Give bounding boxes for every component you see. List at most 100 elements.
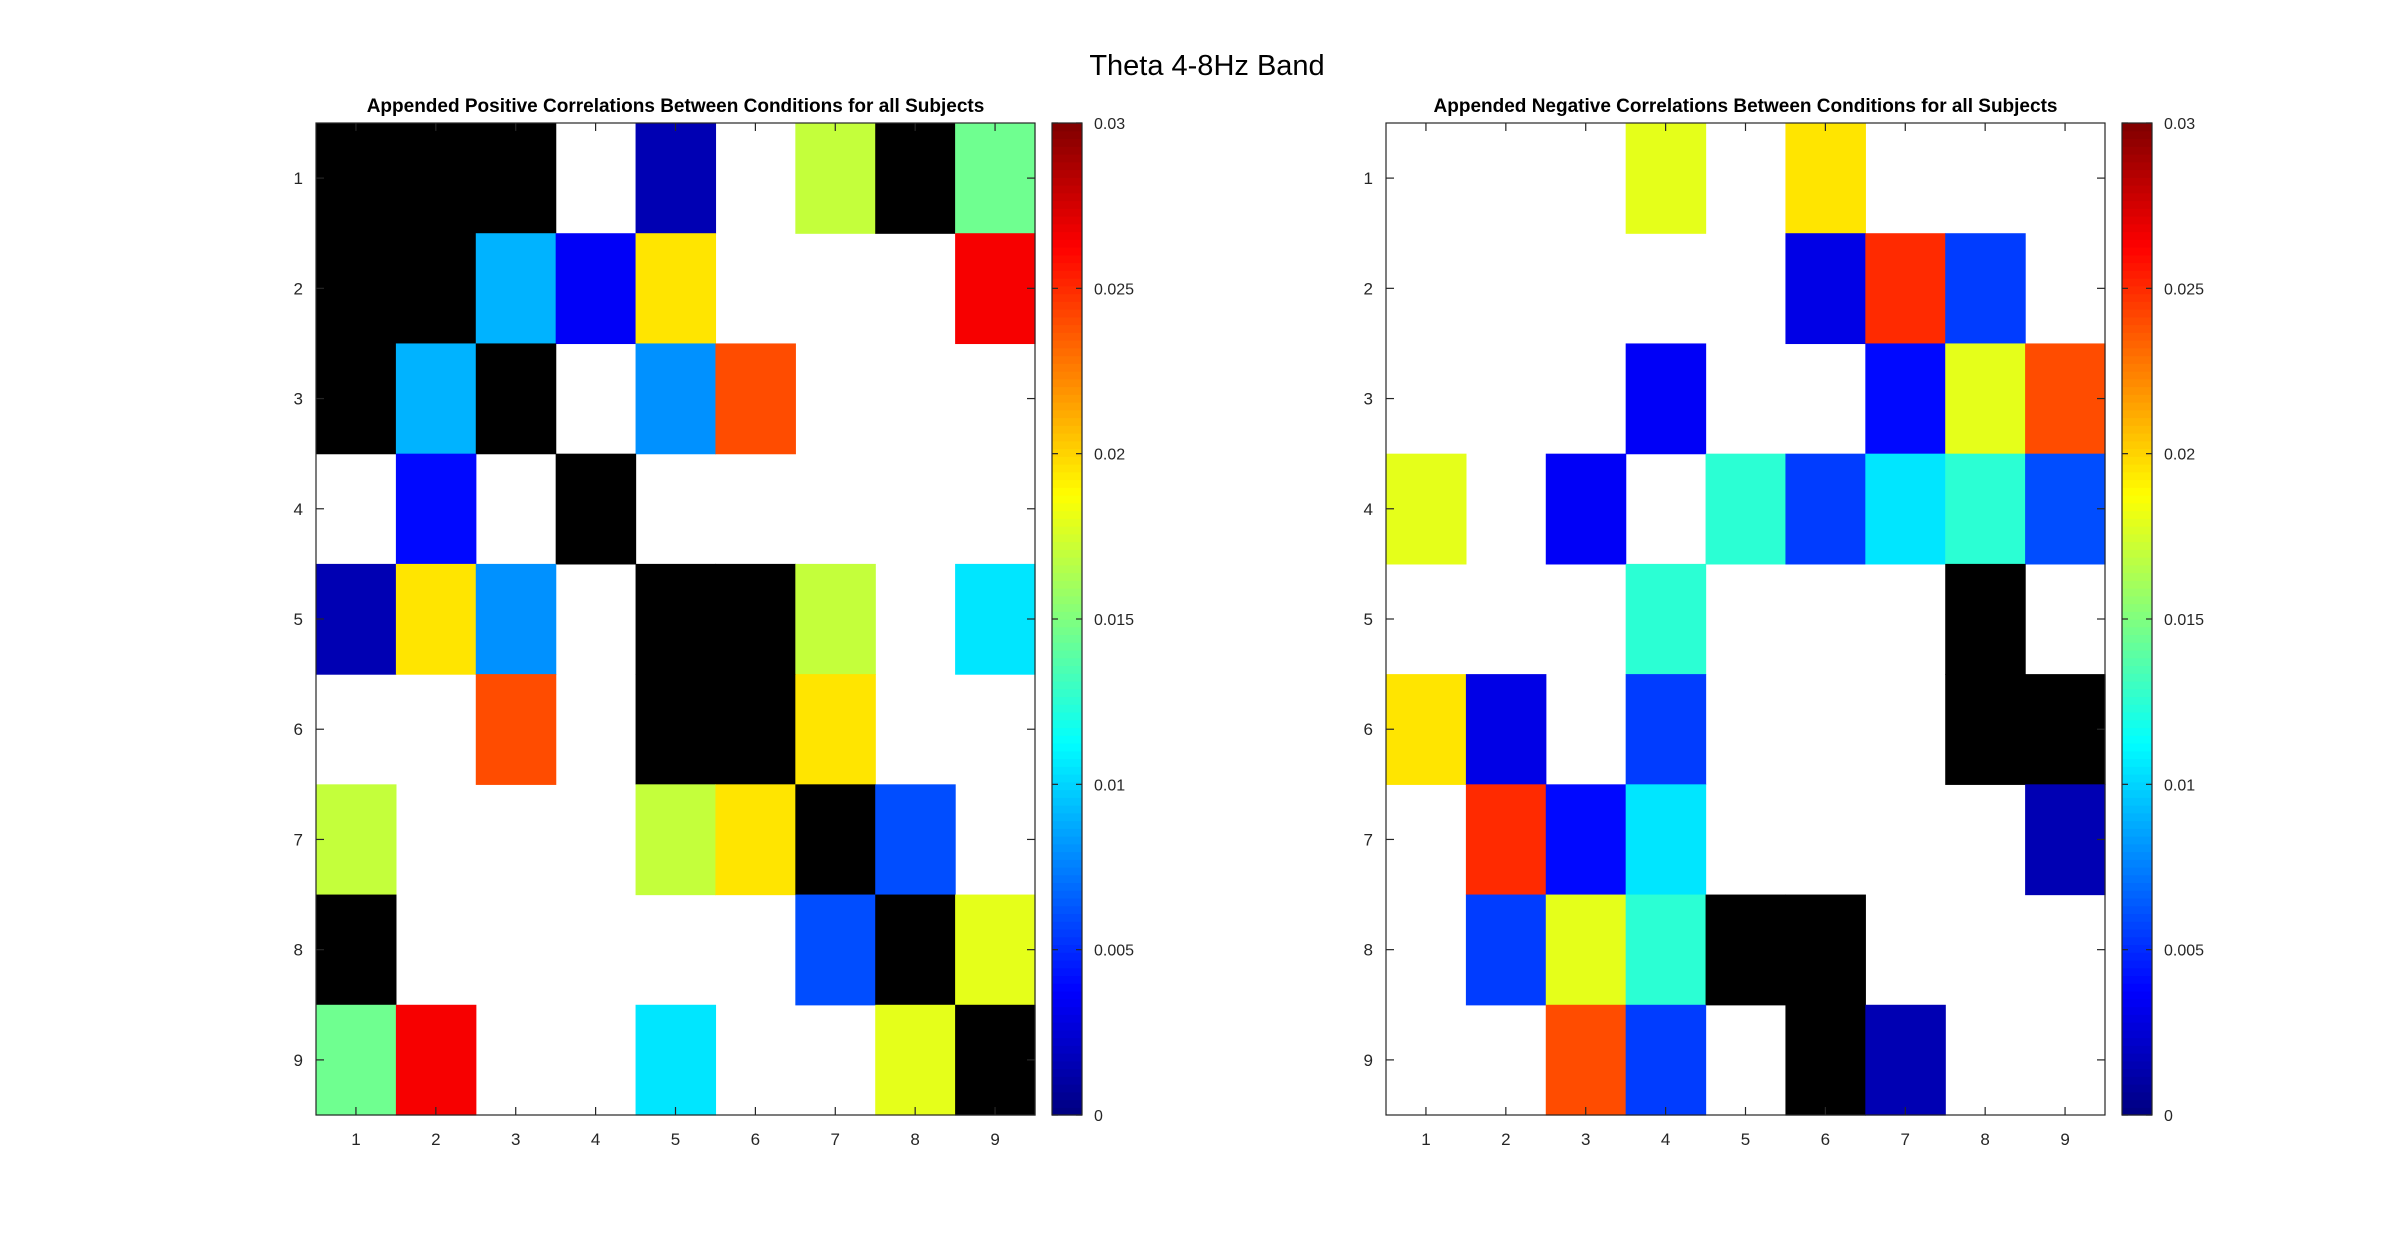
colorbar-strip bbox=[1052, 1107, 1082, 1116]
colorbar-strip bbox=[2122, 324, 2152, 333]
heatmap-cell-r2-c2 bbox=[395, 233, 477, 345]
heatmap-cell-r7-c2 bbox=[1465, 784, 1547, 896]
heatmap-panel-1: 1 2 3 4 5 6 7 8 9 1 2 3 4 5 6 7 8 9 Appended Positive Corr… bbox=[294, 96, 1135, 1149]
colorbar-strip bbox=[1052, 1084, 1082, 1093]
colorbar-strip bbox=[2122, 316, 2152, 326]
heatmap-cell-r3-c1 bbox=[316, 343, 397, 455]
colorbar-strip bbox=[1052, 340, 1082, 349]
colorbar-strip bbox=[2122, 851, 2152, 860]
colorbar-strip bbox=[2122, 1068, 2152, 1077]
colorbar-strip bbox=[1052, 363, 1082, 372]
colorbar-strip bbox=[1052, 216, 1082, 225]
heatmap-cell-r6-c9 bbox=[2025, 674, 2106, 785]
heatmap-cell-r8-c7 bbox=[795, 894, 876, 1006]
colorbar-strip bbox=[2122, 1076, 2152, 1085]
heatmap-cell-r2-c3 bbox=[475, 233, 557, 345]
colorbar-strip bbox=[2122, 378, 2152, 388]
colorbar-strip bbox=[1052, 533, 1082, 543]
colorbar-strip bbox=[1052, 402, 1082, 411]
heatmap-cell-r3-c2 bbox=[395, 343, 477, 455]
colorbar-strip bbox=[2122, 859, 2152, 868]
colorbar-tick-label: 0.015 bbox=[1094, 612, 1134, 629]
heatmap-cell-r8-c2 bbox=[1465, 894, 1547, 1006]
colorbar-strip bbox=[1052, 154, 1082, 163]
colorbar-strip bbox=[2122, 712, 2152, 721]
x-tick-label: 2 bbox=[431, 1130, 440, 1149]
colorbar-strip bbox=[2122, 1107, 2152, 1116]
colorbar-strip bbox=[1052, 588, 1082, 597]
x-tick-label: 5 bbox=[1741, 1130, 1750, 1149]
colorbar-strip bbox=[2122, 1099, 2152, 1108]
colorbar-strip bbox=[2122, 1053, 2152, 1062]
x-tick-label: 9 bbox=[990, 1130, 999, 1149]
colorbar-strip bbox=[1052, 130, 1082, 140]
x-tick-label: 4 bbox=[591, 1130, 600, 1149]
colorbar-strip bbox=[2122, 634, 2152, 643]
colorbar-strip bbox=[1052, 208, 1082, 217]
colorbar-strip bbox=[2122, 216, 2152, 225]
heatmap-cell-r5-c6 bbox=[715, 563, 796, 675]
colorbar-strip bbox=[1052, 890, 1082, 899]
colorbar-strip bbox=[2122, 758, 2152, 767]
heatmap-cell-r1-c9 bbox=[955, 123, 1036, 234]
colorbar-strip bbox=[1052, 200, 1082, 209]
colorbar-strip bbox=[1052, 278, 1082, 287]
colorbar-strip bbox=[2122, 270, 2152, 279]
heatmap-cell-r1-c5 bbox=[635, 123, 717, 234]
colorbar-strip bbox=[1052, 223, 1082, 233]
chart-title: Appended Positive Correlations Between C… bbox=[367, 96, 985, 117]
colorbar-strip bbox=[1052, 634, 1082, 643]
colorbar-strip bbox=[2122, 247, 2152, 256]
colorbar-strip bbox=[1052, 781, 1082, 791]
colorbar-strip bbox=[2122, 1045, 2152, 1054]
heatmap-cell-r1-c3 bbox=[475, 123, 557, 234]
colorbar-strip bbox=[2122, 719, 2152, 729]
heatmap-cell-r8-c8 bbox=[875, 894, 956, 1006]
colorbar-strip bbox=[1052, 510, 1082, 519]
colorbar-strip bbox=[1052, 665, 1082, 674]
colorbar-strip bbox=[2122, 557, 2152, 566]
colorbar-strip bbox=[2122, 960, 2152, 969]
x-tick-label: 7 bbox=[1901, 1130, 1910, 1149]
colorbar-strip bbox=[1052, 805, 1082, 814]
heatmap-cell-r4-c4 bbox=[555, 453, 637, 565]
colorbar-strip bbox=[2122, 1022, 2152, 1031]
colorbar-strip bbox=[2122, 177, 2152, 186]
colorbar-strip bbox=[2122, 394, 2152, 403]
colorbar-tick-label: 0 bbox=[1094, 1108, 1103, 1125]
heatmap-cell-r6-c4 bbox=[1625, 674, 1707, 785]
colorbar-strip bbox=[2122, 642, 2152, 651]
colorbar-strip bbox=[2122, 688, 2152, 698]
heatmap-cell-r8-c9 bbox=[955, 894, 1036, 1006]
heatmap-cell-r5-c4 bbox=[1625, 563, 1707, 675]
colorbar-strip bbox=[1052, 626, 1082, 636]
colorbar-strip bbox=[2122, 448, 2152, 457]
heatmap-cell-r4-c9 bbox=[2025, 453, 2106, 565]
colorbar-strip bbox=[2122, 921, 2152, 930]
colorbar-strip bbox=[2122, 983, 2152, 992]
x-tick-label: 6 bbox=[1821, 1130, 1830, 1149]
colorbar-strip bbox=[1052, 1022, 1082, 1031]
x-tick-label: 3 bbox=[1581, 1130, 1590, 1149]
colorbar-strip bbox=[2122, 495, 2152, 504]
x-tick-label: 7 bbox=[831, 1130, 840, 1149]
heatmap-cell-r9-c3 bbox=[1545, 1004, 1627, 1116]
colorbar-strip bbox=[2122, 882, 2152, 891]
colorbar-strip bbox=[1052, 1068, 1082, 1077]
heatmap-cell-r4-c3 bbox=[1545, 453, 1627, 565]
colorbar-strip bbox=[1052, 688, 1082, 698]
colorbar-strip bbox=[2122, 564, 2152, 574]
colorbar-strip bbox=[2122, 781, 2152, 791]
colorbar-strip bbox=[2122, 386, 2152, 395]
y-tick-label: 5 bbox=[294, 610, 303, 629]
colorbar-strip bbox=[1052, 619, 1082, 628]
colorbar-strip bbox=[1052, 394, 1082, 403]
colorbar-strip bbox=[2122, 138, 2152, 147]
heatmap-cell-r9-c5 bbox=[635, 1004, 717, 1116]
heatmap-cell-r4-c1 bbox=[1386, 453, 1467, 565]
heatmap-cell-r2-c7 bbox=[1865, 233, 1946, 345]
colorbar-strip bbox=[1052, 526, 1082, 535]
colorbar-tick-label: 0.01 bbox=[2164, 777, 2195, 794]
colorbar-tick-label: 0.01 bbox=[1094, 777, 1125, 794]
colorbar-strip bbox=[1052, 642, 1082, 651]
